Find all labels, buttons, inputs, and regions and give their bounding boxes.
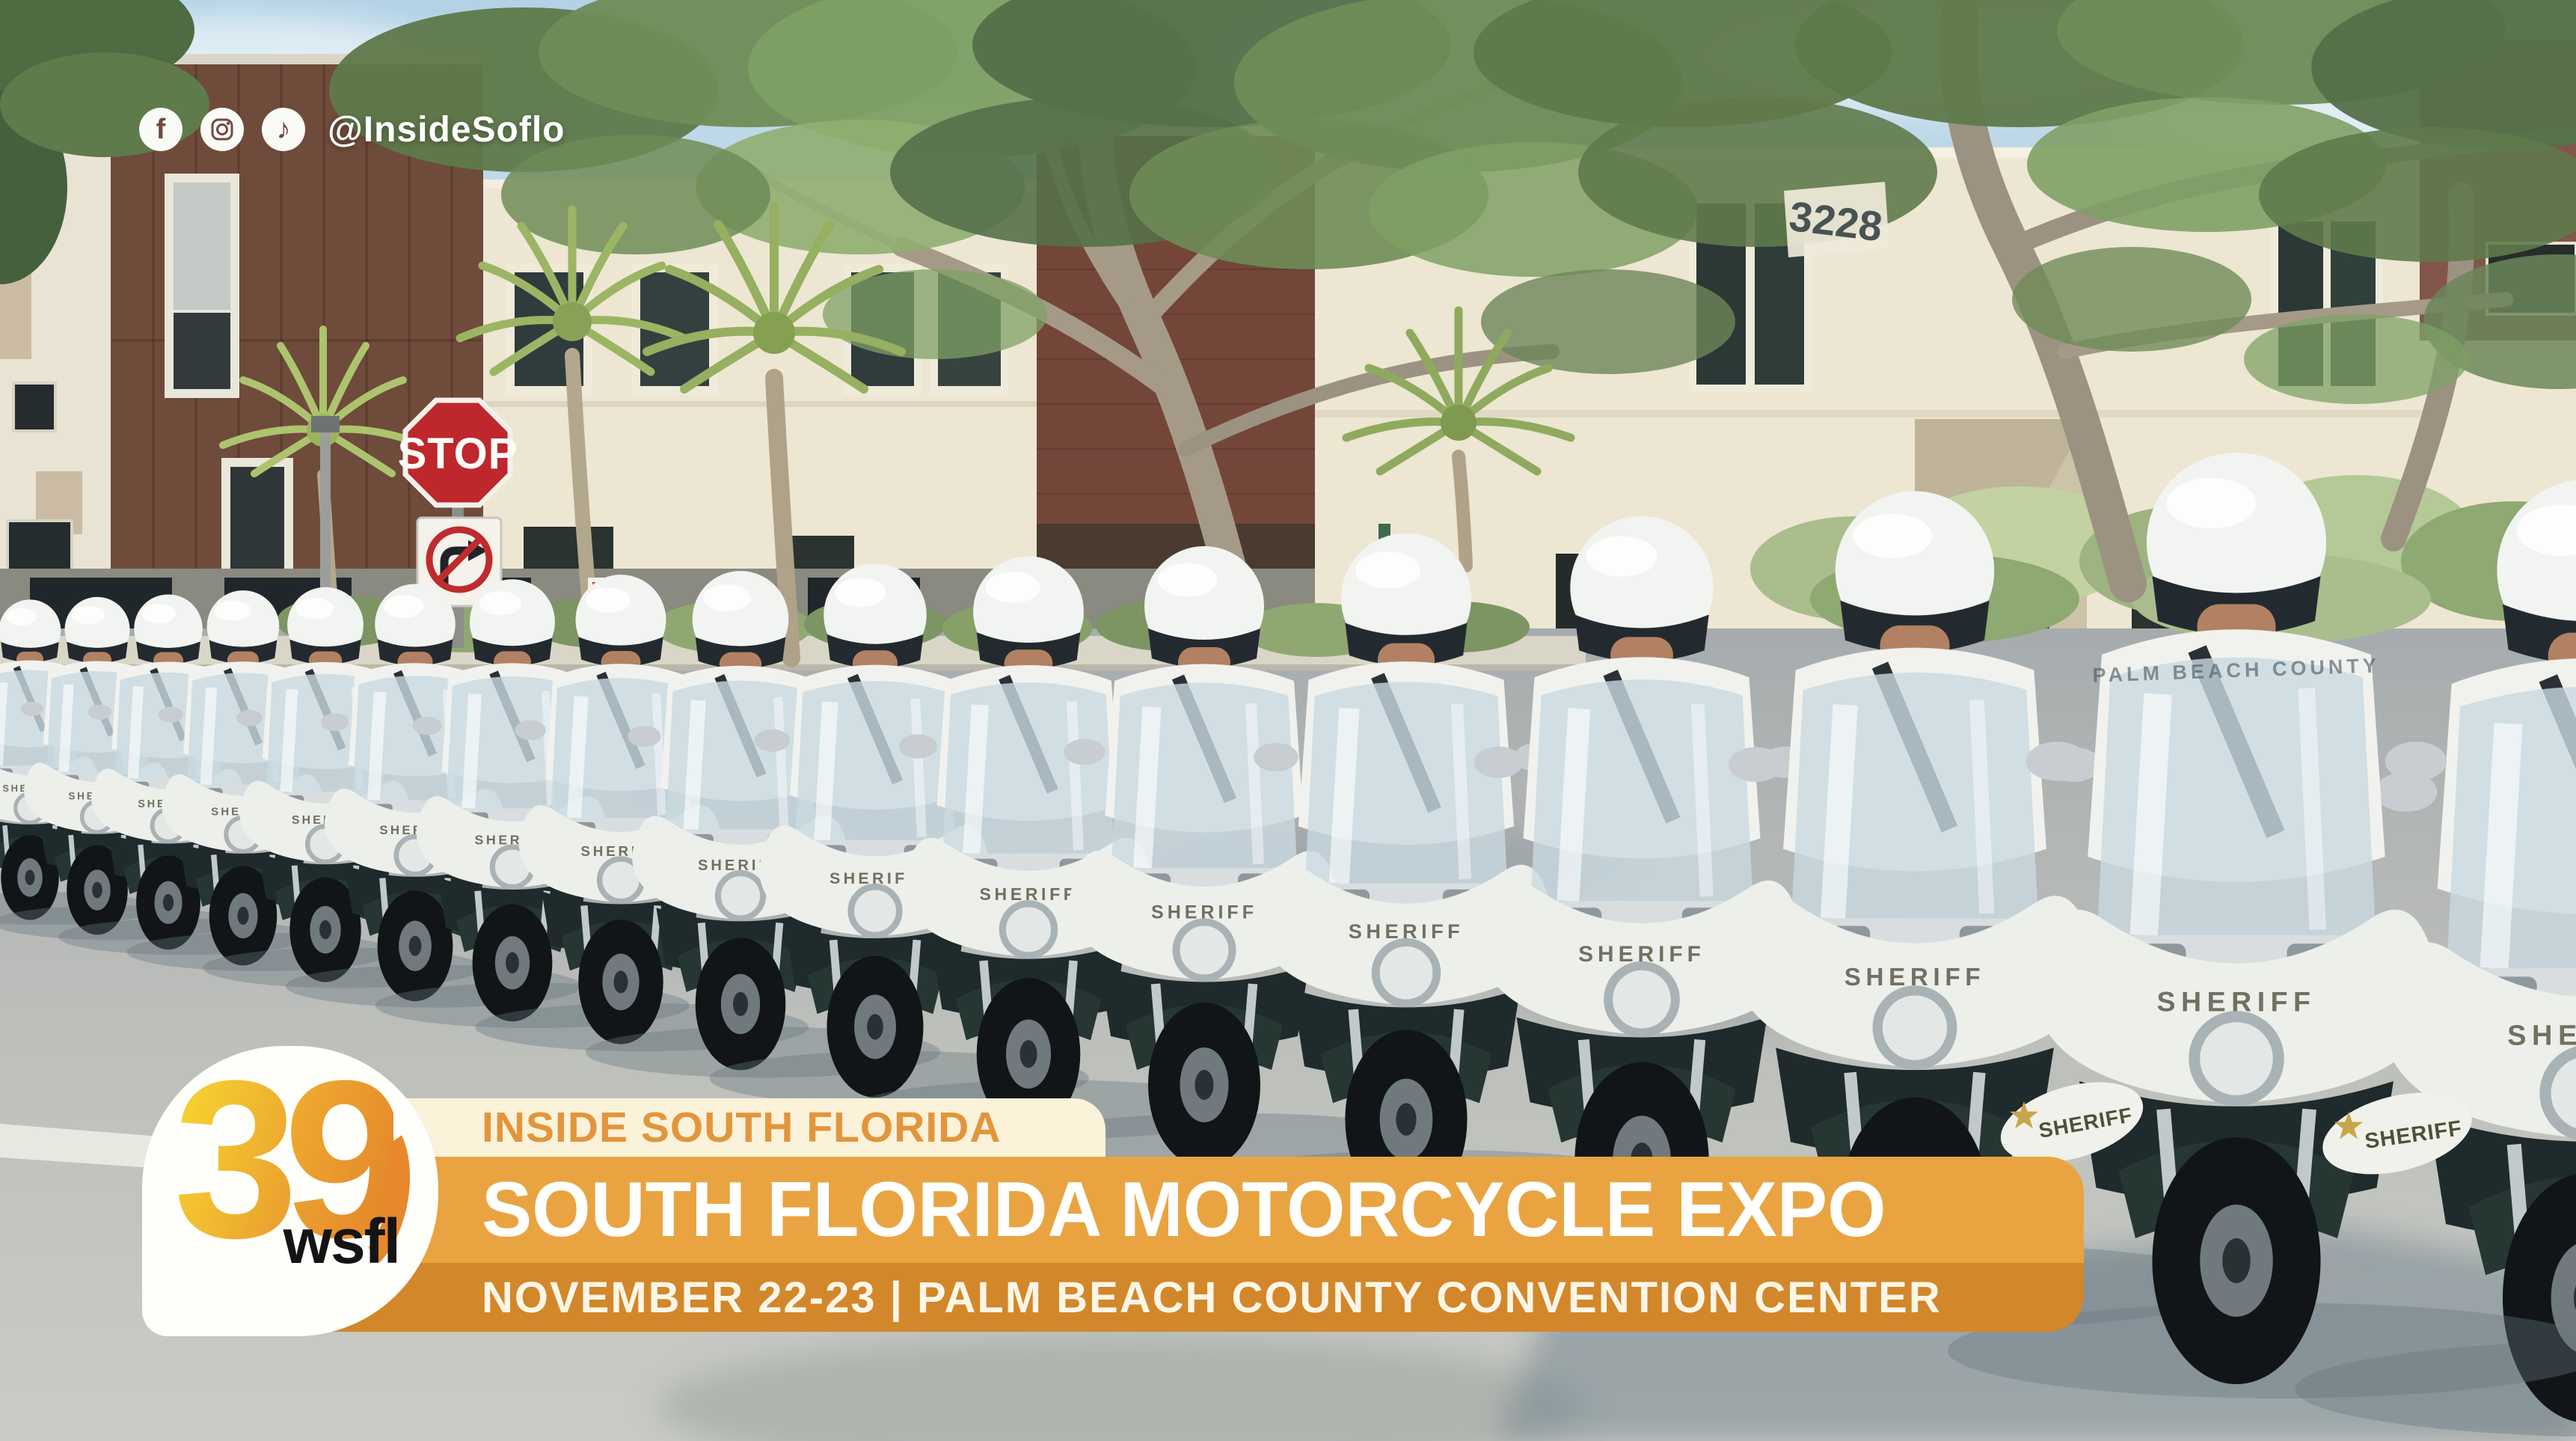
trees — [0, 0, 2576, 649]
station-callsign: wsfl — [283, 1206, 401, 1276]
building-number: 3228 — [1784, 182, 1889, 257]
no-right-turn-sign — [416, 516, 503, 608]
subtitle-text: NOVEMBER 22-23 | PALM BEACH COUNTY CONVE… — [482, 1273, 1942, 1322]
instagram-glyph — [211, 118, 233, 141]
title-text: SOUTH FLORIDA MOTORCYCLE EXPO — [482, 1166, 1886, 1253]
instagram-icon — [200, 108, 244, 151]
kicker-text: INSIDE SOUTH FLORIDA — [482, 1104, 1002, 1151]
lower-third-title: SOUTH FLORIDA MOTORCYCLE EXPO — [299, 1157, 2084, 1263]
station-number: 39 — [174, 1029, 408, 1288]
tiktok-icon: ♪ — [262, 108, 305, 151]
tiktok-glyph: ♪ — [276, 114, 291, 145]
svg-text:STOP: STOP — [398, 429, 518, 478]
social-bar: f ♪ @InsideSoflo — [139, 108, 565, 151]
wsfl-logo: 39 wsfl — [142, 1033, 438, 1336]
social-handle: @InsideSoflo — [328, 109, 565, 150]
lower-third-subtitle: NOVEMBER 22-23 | PALM BEACH COUNTY CONVE… — [299, 1263, 2084, 1332]
facebook-glyph: f — [156, 114, 166, 145]
tree-canopy — [0, 0, 2576, 404]
svg-text:3228: 3228 — [1787, 192, 1885, 251]
lower-third-kicker: INSIDE SOUTH FLORIDA — [299, 1098, 1105, 1157]
facebook-icon: f — [139, 108, 183, 151]
